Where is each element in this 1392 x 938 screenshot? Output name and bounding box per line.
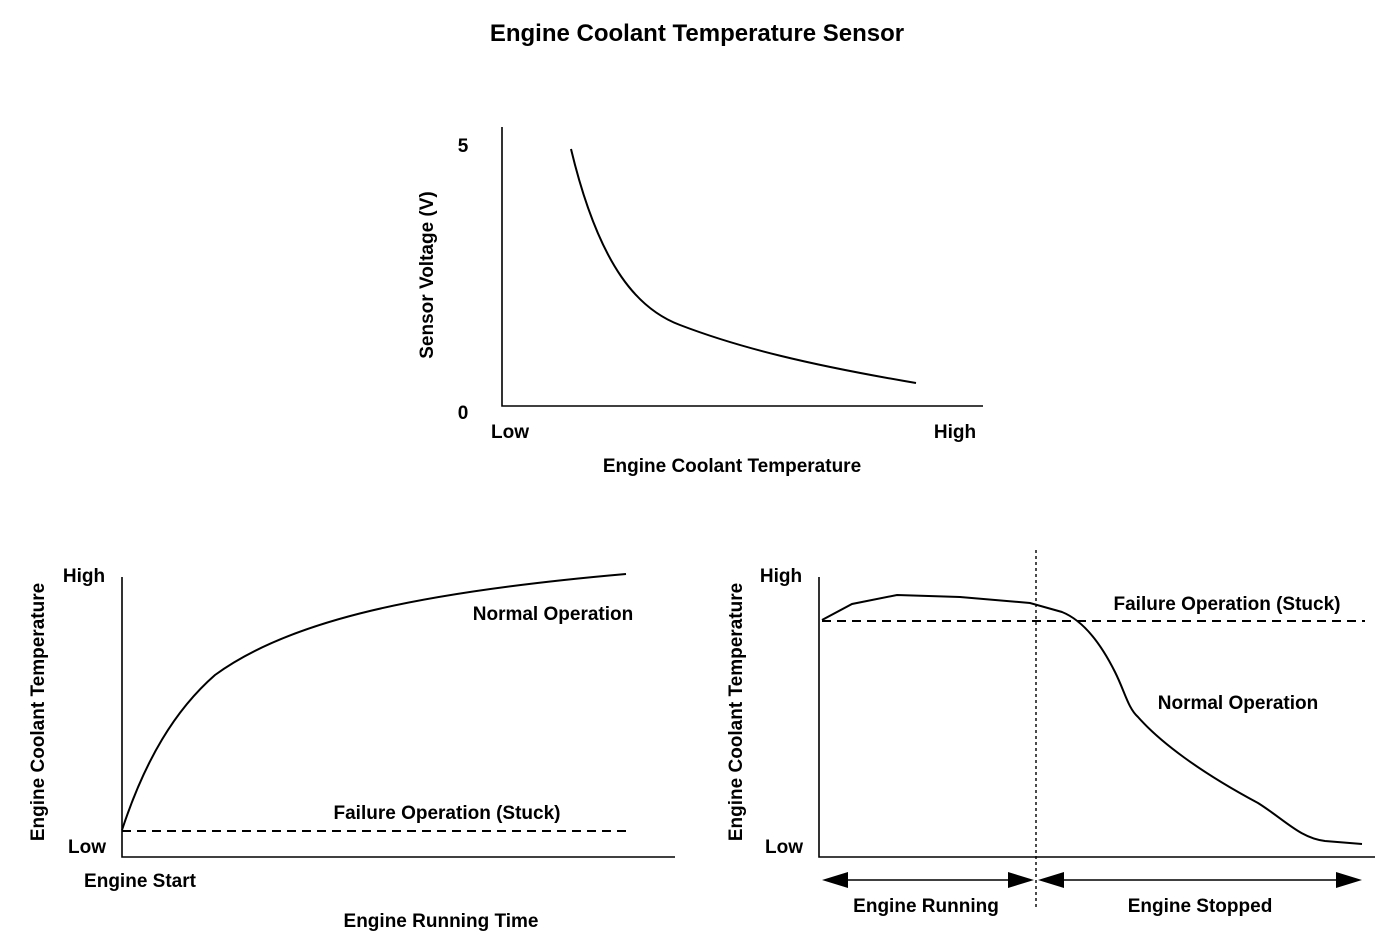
top-x-axis-label: Engine Coolant Temperature	[603, 456, 861, 477]
top-x-tick-high: High	[934, 422, 976, 443]
right-y-axis-label: Engine Coolant Temperature	[726, 583, 747, 841]
left-y-tick-low: Low	[68, 837, 106, 858]
engine-running-arrow	[822, 872, 1034, 888]
engine-stopped-arrow	[1038, 872, 1362, 888]
left-y-tick-high: High	[63, 566, 105, 587]
right-y-tick-low: Low	[765, 837, 803, 858]
top-y-axis-label: Sensor Voltage (V)	[417, 191, 438, 359]
top-x-tick-low: Low	[491, 422, 529, 443]
running-time-chart: High Low Engine Coolant Temperature Norm…	[28, 566, 675, 932]
left-y-axis-label: Engine Coolant Temperature	[28, 583, 49, 841]
figure-title: Engine Coolant Temperature Sensor	[490, 20, 904, 47]
top-y-tick-low: 0	[458, 403, 469, 424]
right-y-tick-high: High	[760, 566, 802, 587]
right-chart-axes	[818, 577, 1375, 858]
engine-stopped-label: Engine Stopped	[1128, 896, 1273, 917]
top-chart-axes	[501, 127, 983, 407]
left-failure-operation-label: Failure Operation (Stuck)	[334, 803, 561, 824]
left-x-tick-start: Engine Start	[84, 871, 197, 892]
right-normal-operation-curve	[821, 593, 1363, 845]
normal-operation-curve	[121, 573, 627, 831]
right-normal-operation-label: Normal Operation	[1158, 693, 1318, 714]
engine-running-label: Engine Running	[853, 896, 999, 917]
engine-stop-chart: High Low Engine Coolant Temperature Fail…	[726, 550, 1375, 917]
voltage-temperature-chart: 5 0 Sensor Voltage (V) Low High Engine C…	[417, 127, 983, 477]
left-x-axis-label: Engine Running Time	[344, 911, 539, 932]
left-normal-operation-label: Normal Operation	[473, 604, 633, 625]
right-failure-operation-label: Failure Operation (Stuck)	[1114, 594, 1341, 615]
top-y-tick-high: 5	[458, 136, 469, 157]
voltage-curve	[570, 148, 917, 384]
left-chart-axes	[121, 577, 675, 858]
